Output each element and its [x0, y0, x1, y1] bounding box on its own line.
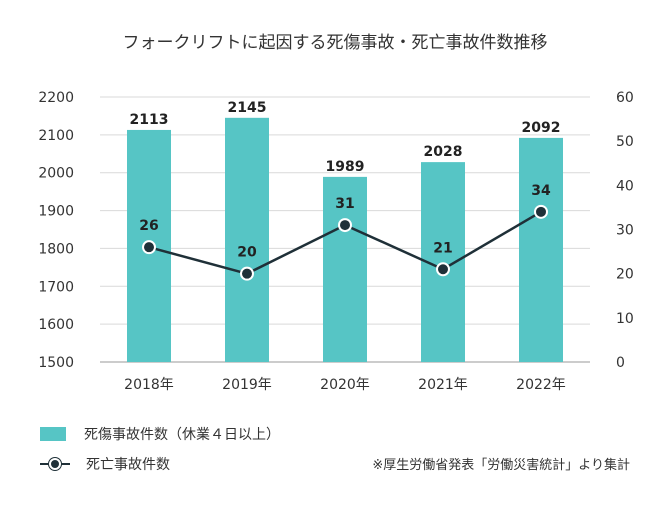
legend-swatch-bar — [40, 427, 66, 441]
x-tick-label: 2020年 — [320, 377, 370, 393]
left-tick-label: 1500 — [38, 355, 74, 371]
line-data-label: 26 — [139, 218, 158, 234]
right-tick-label: 0 — [616, 355, 625, 371]
x-axis: 2018年 2019年 2020年 2021年 2022年 — [124, 377, 566, 393]
legend-swatch-line — [40, 457, 70, 471]
right-tick-label: 20 — [616, 267, 634, 283]
x-tick-label: 2019年 — [222, 377, 272, 393]
source-note: ※厚生労働省発表「労働災害統計」より集計 — [372, 458, 630, 473]
left-tick-label: 2100 — [38, 128, 74, 144]
right-tick-label: 10 — [616, 311, 634, 327]
bar-data-label: 2113 — [130, 112, 169, 128]
left-axis: 1500 1600 1700 1800 1900 2000 2100 2200 — [38, 90, 74, 371]
bar-data-label: 2028 — [424, 144, 463, 160]
legend-item-line: 死亡事故件数 — [40, 454, 170, 474]
line-point — [436, 262, 450, 277]
right-tick-label: 30 — [616, 223, 634, 239]
left-tick-label: 1900 — [38, 204, 74, 220]
right-axis: 0 10 20 30 40 50 60 — [616, 90, 634, 371]
bar — [225, 117, 269, 362]
line-data-label: 20 — [237, 245, 257, 261]
x-tick-label: 2022年 — [516, 377, 566, 393]
bar — [519, 137, 563, 362]
bar-data-label: 2145 — [228, 100, 267, 116]
right-tick-label: 60 — [616, 90, 634, 106]
left-tick-label: 1700 — [38, 279, 74, 295]
line-data-label: 21 — [433, 240, 452, 256]
line-data-label: 34 — [531, 183, 551, 199]
bar-data-label: 1989 — [326, 159, 365, 175]
line-point — [142, 240, 156, 255]
legend-label-bars: 死傷事故件数（休業４日以上） — [84, 427, 280, 443]
line-data-label: 31 — [335, 196, 354, 212]
right-tick-label: 50 — [616, 134, 634, 150]
line-point — [534, 204, 548, 219]
left-tick-label: 1600 — [38, 317, 74, 333]
chart-title: フォークリフトに起因する死傷事故・死亡事故件数推移 — [123, 33, 548, 53]
legend-item-bars: 死傷事故件数（休業４日以上） — [40, 424, 280, 444]
combo-chart: フォークリフトに起因する死傷事故・死亡事故件数推移 2113 2145 1989 20… — [38, 33, 634, 393]
line-point — [240, 266, 254, 281]
legend-label-line: 死亡事故件数 — [86, 457, 170, 473]
left-tick-label: 2000 — [38, 166, 74, 182]
line-point — [338, 218, 352, 233]
bar — [323, 176, 367, 362]
x-tick-label: 2021年 — [418, 377, 468, 393]
left-tick-label: 2200 — [38, 90, 74, 106]
bar-data-label: 2092 — [522, 120, 561, 136]
line-series: 26 20 31 21 34 — [139, 183, 551, 281]
right-tick-label: 40 — [616, 178, 634, 194]
left-tick-label: 1800 — [38, 241, 74, 257]
x-tick-label: 2018年 — [124, 377, 174, 393]
